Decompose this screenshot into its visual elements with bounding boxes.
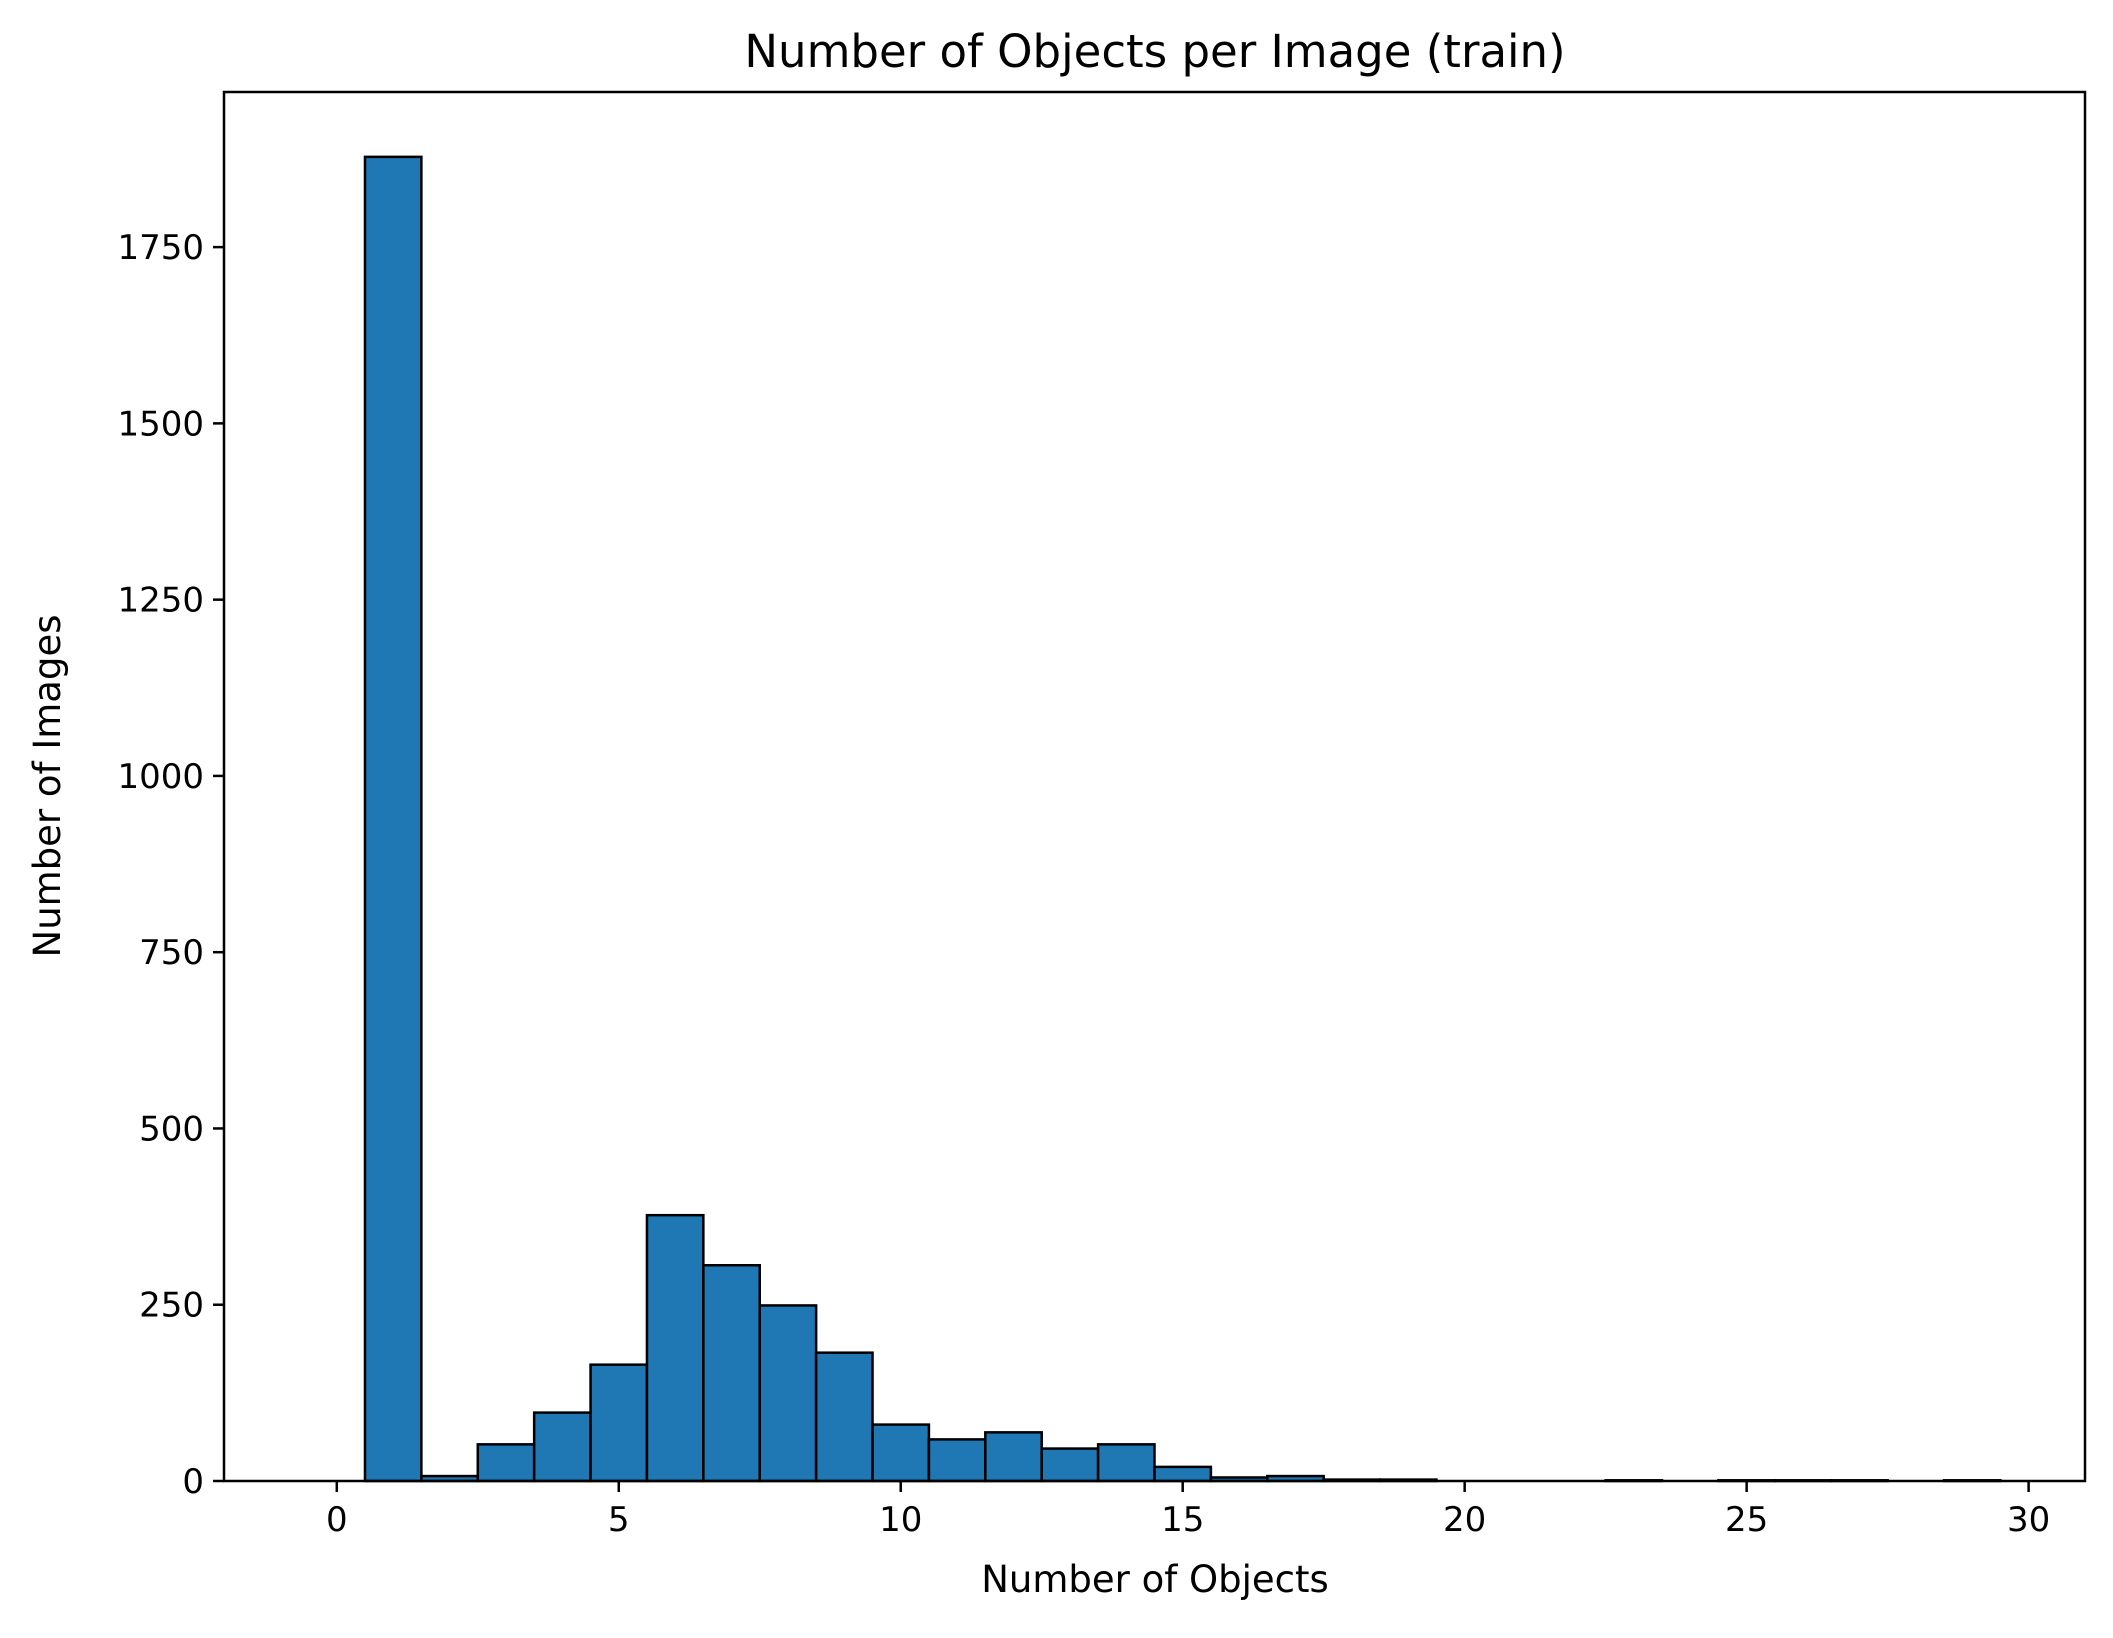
histogram-bar-5 <box>589 1363 649 1483</box>
y-axis-label: Number of Images <box>26 615 69 958</box>
histogram-bar-6 <box>645 1213 705 1483</box>
y-tick-label: 1250 <box>117 581 204 621</box>
x-tick-label: 0 <box>326 1500 348 1540</box>
histogram-bar-9 <box>814 1351 874 1483</box>
y-tick-label: 500 <box>139 1109 204 1149</box>
x-tick-label: 10 <box>879 1500 922 1540</box>
ticks-layer: 0 5 10 15 20 25 30 0 250 500 750 1000 1250 1500 1750 <box>117 228 2050 1540</box>
bars-layer <box>363 155 2002 1483</box>
x-tick-label: 20 <box>1443 1500 1486 1540</box>
histogram-bar-14 <box>1096 1443 1156 1483</box>
histogram-bar-8 <box>758 1304 818 1483</box>
y-tick-label: 1750 <box>117 228 204 268</box>
x-tick-label: 15 <box>1161 1500 1204 1540</box>
histogram-bar-10 <box>871 1423 931 1483</box>
histogram-bar-13 <box>1040 1447 1100 1483</box>
plot-frame <box>222 90 2087 1483</box>
histogram-bar-11 <box>927 1438 987 1483</box>
histogram-bar-3 <box>476 1443 536 1483</box>
histogram-bar-1 <box>363 155 423 1483</box>
x-tick-label: 30 <box>2007 1500 2050 1540</box>
histogram-bar-12 <box>984 1431 1043 1483</box>
chart-title: Number of Objects per Image (train) <box>744 25 1565 78</box>
histogram-bar-4 <box>532 1411 592 1483</box>
histogram-bar-7 <box>702 1263 761 1483</box>
x-tick-label: 25 <box>1725 1500 1768 1540</box>
y-tick-label: 250 <box>139 1286 204 1326</box>
x-tick-label: 5 <box>608 1500 630 1540</box>
x-axis-label: Number of Objects <box>981 1558 1329 1601</box>
y-tick-label: 0 <box>182 1462 204 1502</box>
y-tick-label: 1000 <box>117 757 204 797</box>
y-tick-label: 750 <box>139 933 204 973</box>
y-tick-label: 1500 <box>117 404 204 444</box>
histogram-bar-15 <box>1153 1465 1213 1483</box>
